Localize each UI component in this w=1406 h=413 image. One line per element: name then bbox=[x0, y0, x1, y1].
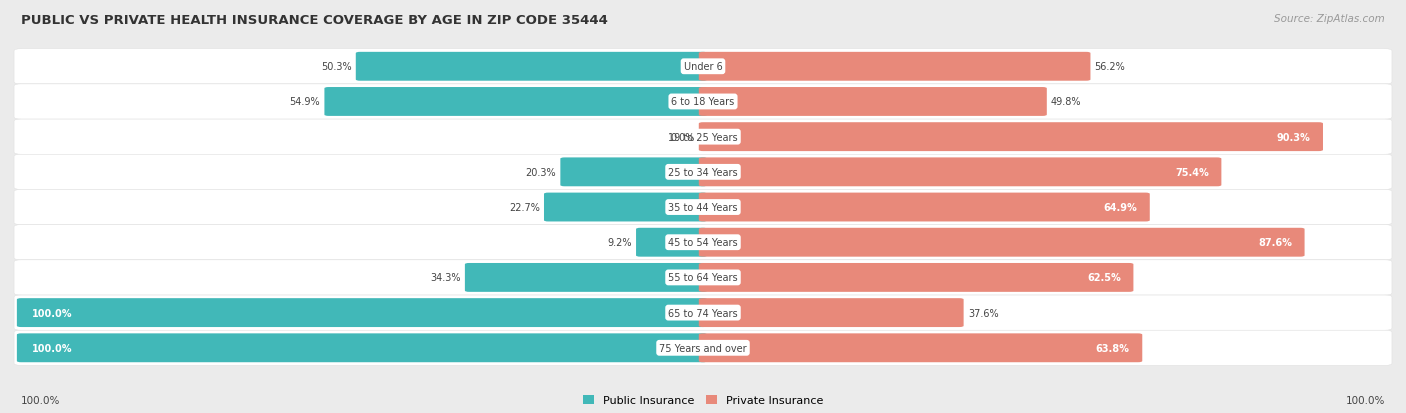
FancyBboxPatch shape bbox=[699, 158, 1222, 187]
Text: 62.5%: 62.5% bbox=[1087, 273, 1121, 283]
Text: 100.0%: 100.0% bbox=[1346, 395, 1385, 405]
Text: 100.0%: 100.0% bbox=[32, 308, 73, 318]
Text: 75 Years and over: 75 Years and over bbox=[659, 343, 747, 353]
FancyBboxPatch shape bbox=[699, 53, 1091, 81]
Text: 49.8%: 49.8% bbox=[1052, 97, 1081, 107]
Text: 25 to 34 Years: 25 to 34 Years bbox=[668, 167, 738, 178]
Text: Under 6: Under 6 bbox=[683, 62, 723, 72]
FancyBboxPatch shape bbox=[544, 193, 707, 222]
FancyBboxPatch shape bbox=[14, 85, 1392, 120]
FancyBboxPatch shape bbox=[699, 123, 1323, 152]
Text: 34.3%: 34.3% bbox=[430, 273, 461, 283]
FancyBboxPatch shape bbox=[356, 53, 707, 81]
Text: Source: ZipAtlas.com: Source: ZipAtlas.com bbox=[1274, 14, 1385, 24]
Text: PUBLIC VS PRIVATE HEALTH INSURANCE COVERAGE BY AGE IN ZIP CODE 35444: PUBLIC VS PRIVATE HEALTH INSURANCE COVER… bbox=[21, 14, 607, 27]
FancyBboxPatch shape bbox=[699, 299, 963, 327]
FancyBboxPatch shape bbox=[17, 299, 707, 327]
FancyBboxPatch shape bbox=[699, 228, 1305, 257]
FancyBboxPatch shape bbox=[14, 155, 1392, 190]
FancyBboxPatch shape bbox=[699, 193, 1150, 222]
Text: 56.2%: 56.2% bbox=[1095, 62, 1125, 72]
FancyBboxPatch shape bbox=[325, 88, 707, 116]
Text: 50.3%: 50.3% bbox=[321, 62, 352, 72]
FancyBboxPatch shape bbox=[14, 120, 1392, 155]
FancyBboxPatch shape bbox=[561, 158, 707, 187]
FancyBboxPatch shape bbox=[14, 50, 1392, 85]
Text: 0.0%: 0.0% bbox=[671, 132, 695, 142]
FancyBboxPatch shape bbox=[14, 190, 1392, 225]
Text: 65 to 74 Years: 65 to 74 Years bbox=[668, 308, 738, 318]
Text: 64.9%: 64.9% bbox=[1104, 202, 1137, 213]
FancyBboxPatch shape bbox=[14, 330, 1392, 366]
FancyBboxPatch shape bbox=[14, 295, 1392, 330]
FancyBboxPatch shape bbox=[699, 263, 1133, 292]
Text: 55 to 64 Years: 55 to 64 Years bbox=[668, 273, 738, 283]
Text: 6 to 18 Years: 6 to 18 Years bbox=[672, 97, 734, 107]
Text: 35 to 44 Years: 35 to 44 Years bbox=[668, 202, 738, 213]
Text: 100.0%: 100.0% bbox=[32, 343, 73, 353]
Text: 54.9%: 54.9% bbox=[290, 97, 321, 107]
FancyBboxPatch shape bbox=[17, 334, 707, 362]
Text: 90.3%: 90.3% bbox=[1277, 132, 1310, 142]
Legend: Public Insurance, Private Insurance: Public Insurance, Private Insurance bbox=[583, 395, 823, 406]
FancyBboxPatch shape bbox=[699, 88, 1047, 116]
Text: 45 to 54 Years: 45 to 54 Years bbox=[668, 237, 738, 248]
Text: 75.4%: 75.4% bbox=[1175, 167, 1209, 178]
Text: 9.2%: 9.2% bbox=[607, 237, 631, 248]
Text: 100.0%: 100.0% bbox=[21, 395, 60, 405]
Text: 22.7%: 22.7% bbox=[509, 202, 540, 213]
Text: 19 to 25 Years: 19 to 25 Years bbox=[668, 132, 738, 142]
FancyBboxPatch shape bbox=[14, 225, 1392, 260]
Text: 20.3%: 20.3% bbox=[526, 167, 557, 178]
FancyBboxPatch shape bbox=[636, 228, 707, 257]
Text: 87.6%: 87.6% bbox=[1258, 237, 1292, 248]
FancyBboxPatch shape bbox=[14, 260, 1392, 295]
Text: 63.8%: 63.8% bbox=[1095, 343, 1129, 353]
Text: 37.6%: 37.6% bbox=[967, 308, 998, 318]
FancyBboxPatch shape bbox=[465, 263, 707, 292]
FancyBboxPatch shape bbox=[699, 334, 1142, 362]
